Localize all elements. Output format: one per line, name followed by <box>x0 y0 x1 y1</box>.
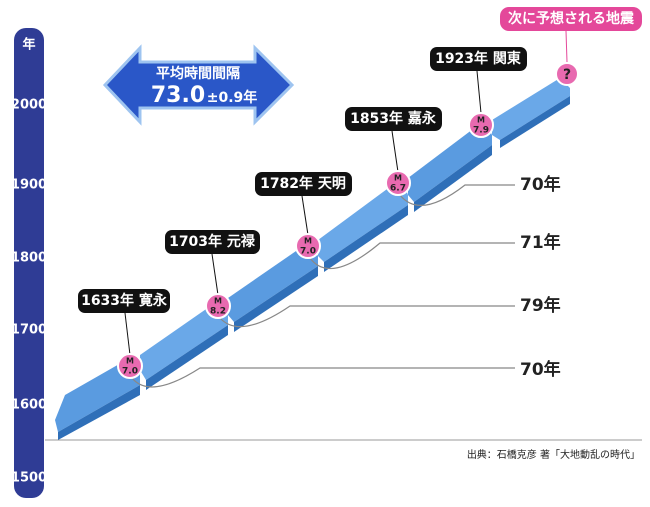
average-arrow <box>102 44 295 126</box>
next-mark: ? <box>563 67 571 83</box>
interval-arc <box>219 305 515 328</box>
axis-tick: 1600 <box>11 398 47 413</box>
staircase <box>55 78 570 440</box>
axis-tick: 1900 <box>11 178 47 193</box>
badge-prefix: M <box>394 174 402 183</box>
event-label: 1853年 嘉永 <box>350 110 437 127</box>
event-label: 1923年 関東 <box>435 50 521 67</box>
average-value: 73.0 <box>151 83 205 108</box>
badge-prefix: M <box>126 357 134 366</box>
interval-label: 71年 <box>520 232 561 253</box>
axis-tick: 1500 <box>11 471 47 486</box>
average-error: ±0.9年 <box>207 89 258 106</box>
badge-prefix: M <box>477 116 485 125</box>
axis-tick: 2000 <box>11 98 47 113</box>
magnitude-badge <box>295 233 321 259</box>
source: 出典：石橋克彦 著「大地動乱の時代」 <box>467 448 640 461</box>
axis-unit: 年 <box>22 37 35 53</box>
badge-prefix: M <box>214 297 222 306</box>
magnitude-badge <box>468 112 494 138</box>
interval-label: 70年 <box>520 174 561 195</box>
interval-arc <box>131 367 515 388</box>
magnitude-badge <box>205 293 231 319</box>
axis-tick: 1800 <box>11 251 47 266</box>
magnitude-badge <box>385 170 411 196</box>
next-label: 次に予想される地震 <box>508 10 635 27</box>
event-label: 1633年 寛永 <box>81 292 168 309</box>
axis-tick: 1700 <box>11 323 47 338</box>
next-badge <box>555 62 579 86</box>
magnitude-badge <box>117 353 143 379</box>
magnitude: 6.7 <box>390 184 406 194</box>
average-label: 平均時間間隔 <box>156 65 240 82</box>
interval-label: 70年 <box>520 359 561 380</box>
interval-arc <box>309 242 515 270</box>
interval-label: 79年 <box>520 295 561 316</box>
magnitude: 7.0 <box>122 367 138 377</box>
magnitude: 8.2 <box>210 307 226 317</box>
interval-arc <box>399 184 515 206</box>
magnitude: 7.0 <box>300 247 316 257</box>
event-tags <box>78 7 642 356</box>
badge-prefix: M <box>304 237 312 246</box>
magnitude: 7.9 <box>473 126 489 136</box>
event-label: 1782年 天明 <box>260 175 346 192</box>
event-label: 1703年 元禄 <box>169 233 256 250</box>
year-axis <box>14 28 44 498</box>
